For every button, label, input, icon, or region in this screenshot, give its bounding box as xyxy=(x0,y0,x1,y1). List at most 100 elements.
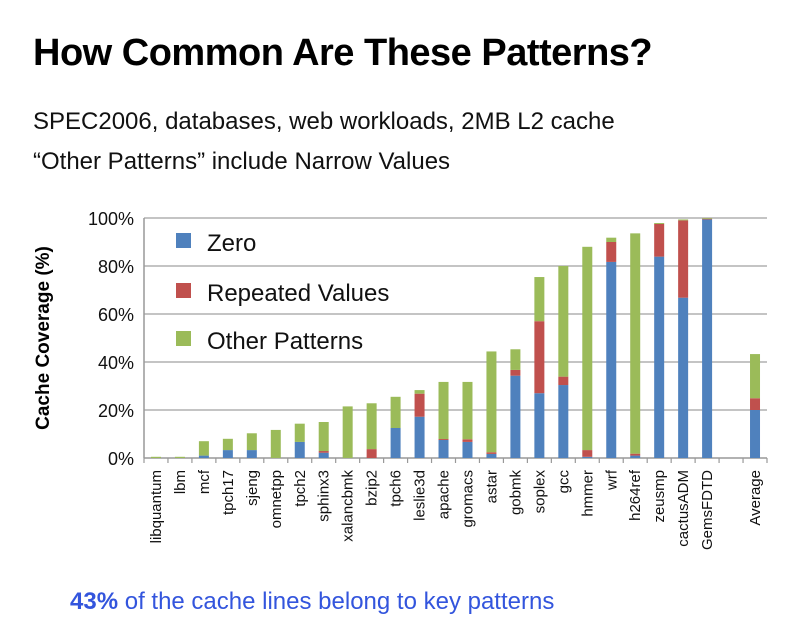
bar-segment-other-patterns xyxy=(390,396,401,428)
x-tick-label: Average xyxy=(747,470,764,526)
bar-segment-repeated-values xyxy=(534,321,545,394)
bar-segment-zero xyxy=(750,410,761,458)
bar-segment-repeated-values xyxy=(462,439,473,442)
bar-segment-other-patterns xyxy=(414,390,425,394)
x-tick-label: gromacs xyxy=(459,470,476,528)
bar-segment-repeated-values xyxy=(366,449,377,458)
bar-segment-repeated-values xyxy=(702,218,713,220)
bar-segment-repeated-values xyxy=(414,393,425,417)
x-tick-label: leslie3d xyxy=(412,470,429,521)
bar-segment-zero xyxy=(318,452,329,458)
bar-segment-zero xyxy=(702,219,713,458)
x-tick-label: omnetpp xyxy=(268,470,285,528)
subtitle-line-1: SPEC2006, databases, web workloads, 2MB … xyxy=(33,108,615,135)
bar-segment-other-patterns xyxy=(318,422,329,452)
bar-segment-repeated-values xyxy=(750,398,761,410)
subtitle-line-2: “Other Patterns” include Narrow Values xyxy=(33,148,451,175)
bar-segment-other-patterns xyxy=(582,246,593,451)
bar-segment-other-patterns xyxy=(150,456,161,458)
y-tick-label: 40% xyxy=(98,353,134,373)
x-tick-label: gcc xyxy=(555,470,572,494)
x-tick-label: apache xyxy=(436,470,453,519)
x-tick-label: tpch6 xyxy=(388,470,405,507)
bar-segment-repeated-values xyxy=(582,450,593,457)
x-tick-label: astar xyxy=(483,470,500,503)
y-tick-label: 0% xyxy=(108,449,134,469)
bar-segment-zero xyxy=(558,385,569,458)
bar-segment-other-patterns xyxy=(294,423,305,442)
bar-segment-zero xyxy=(198,455,209,458)
bar-segment-zero xyxy=(654,256,665,458)
y-axis-label: Cache Coverage (%) xyxy=(33,246,54,430)
x-tick-label: xalancbmk xyxy=(340,470,357,542)
bar-segment-other-patterns xyxy=(510,349,521,370)
bar-segment-other-patterns xyxy=(654,223,665,224)
bar-segment-repeated-values xyxy=(510,369,521,376)
bar-segment-other-patterns xyxy=(222,438,233,451)
bar-segment-zero xyxy=(486,453,497,458)
bar-segment-repeated-values xyxy=(678,220,689,298)
bar-segment-other-patterns xyxy=(750,354,761,399)
x-tick-label: cactusADM xyxy=(675,470,692,547)
bar-segment-repeated-values xyxy=(486,452,497,454)
bar-segment-other-patterns xyxy=(534,277,545,322)
x-tick-label: soplex xyxy=(531,470,548,514)
x-tick-label: sjeng xyxy=(244,470,261,506)
conclusion-text: 43% of the cache lines belong to key pat… xyxy=(70,588,554,616)
bar-segment-other-patterns xyxy=(678,219,689,221)
bar-segment-other-patterns xyxy=(558,266,569,377)
bar-segment-other-patterns xyxy=(342,406,353,458)
bar-segment-repeated-values xyxy=(654,224,665,257)
bar-segment-zero xyxy=(414,416,425,458)
x-tick-label: lbm xyxy=(172,470,189,494)
legend-swatch-zero xyxy=(176,233,191,248)
conclusion-highlight: 43% xyxy=(70,588,119,615)
bar-segment-other-patterns xyxy=(366,403,377,450)
bar-segment-other-patterns xyxy=(270,429,281,458)
x-tick-label: sphinx3 xyxy=(316,470,333,522)
slide-title: How Common Are These Patterns? xyxy=(33,32,653,74)
bar-segment-other-patterns xyxy=(462,381,473,440)
bar-segment-other-patterns xyxy=(630,233,641,454)
bar-segment-zero xyxy=(462,441,473,458)
bar-segment-zero xyxy=(222,450,233,458)
bar-segment-repeated-values xyxy=(630,453,641,456)
legend-label: Other Patterns xyxy=(207,328,363,355)
legend-label: Repeated Values xyxy=(207,280,389,307)
bar-segment-zero xyxy=(510,375,521,458)
bar-segment-other-patterns xyxy=(702,218,713,219)
bar-segment-repeated-values xyxy=(558,376,569,386)
y-tick-label: 80% xyxy=(98,257,134,277)
bar-segment-other-patterns xyxy=(246,433,257,451)
bar-segment-zero xyxy=(294,441,305,458)
legend-swatch-other-patterns xyxy=(176,331,191,346)
y-tick-label: 20% xyxy=(98,401,134,421)
legend-swatch-repeated-values xyxy=(176,283,191,298)
bar-segment-repeated-values xyxy=(606,242,617,262)
x-tick-label: zeusmp xyxy=(651,470,668,523)
bar-segment-other-patterns xyxy=(438,381,449,440)
x-tick-label: tpch17 xyxy=(220,470,237,515)
x-tick-label: bzip2 xyxy=(364,470,381,506)
x-tick-label: hmmer xyxy=(579,470,596,517)
bar-segment-zero xyxy=(582,456,593,458)
bar-segment-repeated-values xyxy=(318,451,329,453)
x-tick-label: h264ref xyxy=(627,469,644,521)
bar-segment-zero xyxy=(534,393,545,458)
bar-segment-zero xyxy=(438,440,449,458)
bar-segment-repeated-values xyxy=(438,439,449,440)
x-tick-label: gobmk xyxy=(507,470,524,516)
bar-segment-zero xyxy=(390,428,401,458)
x-tick-label: wrf xyxy=(603,469,620,491)
bar-segment-other-patterns xyxy=(486,351,497,453)
x-tick-label: libquantum xyxy=(148,470,165,543)
y-tick-label: 60% xyxy=(98,305,134,325)
x-tick-label: GemsFDTD xyxy=(699,470,716,550)
x-tick-label: tpch2 xyxy=(292,470,309,507)
bar-segment-zero xyxy=(246,450,257,458)
bar-segment-zero xyxy=(630,455,641,458)
bar-segment-other-patterns xyxy=(198,441,209,456)
y-tick-label: 100% xyxy=(88,209,134,229)
x-tick-label: mcf xyxy=(196,469,213,494)
